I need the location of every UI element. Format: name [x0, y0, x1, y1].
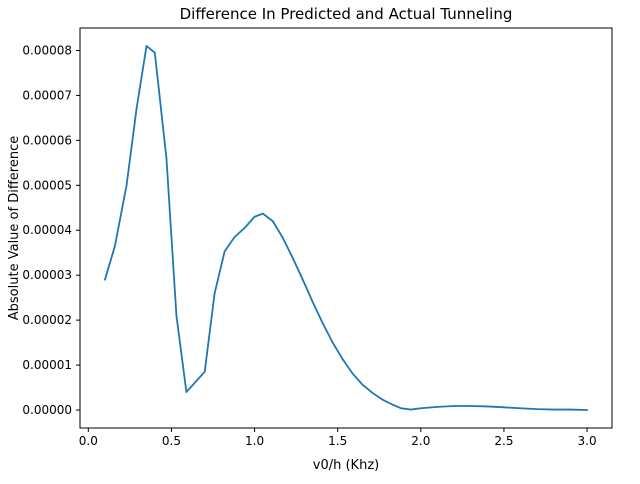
data-point	[361, 384, 364, 386]
data-point	[292, 257, 294, 259]
series-line	[104, 45, 588, 411]
y-tick-label: 0.00003	[22, 268, 72, 282]
y-axis-label: Absolute Value of Difference	[7, 136, 22, 320]
series-points	[104, 45, 588, 411]
x-axis-ticks: 0.0 0.5 1.0 1.5 2.0 2.5 3.0	[79, 428, 597, 448]
data-point	[213, 292, 216, 294]
data-point	[243, 227, 246, 229]
data-point	[165, 157, 168, 160]
y-tick-label: 0.00002	[22, 313, 72, 327]
data-point	[536, 408, 538, 410]
data-point	[301, 278, 304, 281]
data-point	[553, 408, 555, 411]
y-tick-label: 0.00000	[22, 403, 72, 417]
x-tick-label: 1.0	[245, 434, 264, 448]
x-tick-label: 3.0	[578, 434, 597, 448]
data-point	[223, 250, 226, 253]
y-tick-label: 0.00008	[22, 43, 72, 57]
data-point	[569, 408, 572, 411]
data-point	[154, 51, 156, 54]
data-point	[453, 405, 455, 407]
data-point	[469, 405, 472, 407]
chart-title: Difference In Predicted and Actual Tunne…	[180, 5, 513, 23]
x-tick-label: 0.0	[79, 434, 98, 448]
data-point	[253, 215, 256, 218]
data-point	[331, 341, 334, 344]
data-point	[311, 301, 314, 303]
data-point	[436, 406, 439, 408]
y-tick-label: 0.00001	[22, 358, 72, 372]
y-tick-label: 0.00007	[22, 88, 72, 102]
data-point	[145, 45, 148, 47]
plot-area	[80, 28, 612, 428]
x-tick-label: 2.0	[411, 434, 430, 448]
data-point	[341, 358, 344, 361]
data-point	[351, 372, 354, 375]
data-point	[282, 237, 284, 239]
data-point	[519, 407, 522, 410]
data-point	[381, 398, 384, 401]
y-tick-label: 0.00006	[22, 133, 72, 147]
data-point	[391, 403, 394, 406]
x-tick-label: 2.5	[494, 434, 513, 448]
y-axis-ticks: 0.00000 0.00001 0.00002 0.00003 0.00004 0.000…	[22, 43, 80, 417]
y-tick-label: 0.00004	[22, 223, 72, 237]
data-point	[262, 212, 264, 215]
x-tick-label: 0.5	[162, 434, 181, 448]
data-point	[125, 184, 128, 187]
data-point	[104, 278, 106, 281]
x-axis-label: v0/h (Khz)	[313, 458, 379, 473]
data-point	[410, 408, 412, 411]
data-point	[400, 407, 402, 410]
data-point	[371, 392, 374, 394]
data-point	[503, 406, 505, 409]
data-point	[175, 314, 178, 317]
data-point	[321, 322, 324, 325]
axes-frame	[79, 27, 613, 429]
y-tick-label: 0.00005	[22, 178, 72, 192]
data-point	[233, 236, 236, 238]
data-point	[114, 245, 116, 247]
data-point	[586, 409, 588, 411]
data-point	[486, 405, 489, 408]
data-point	[185, 391, 188, 393]
data-point	[420, 407, 422, 410]
x-tick-label: 1.5	[328, 434, 347, 448]
data-point	[203, 371, 206, 373]
data-point	[135, 108, 138, 110]
data-point	[272, 220, 274, 223]
